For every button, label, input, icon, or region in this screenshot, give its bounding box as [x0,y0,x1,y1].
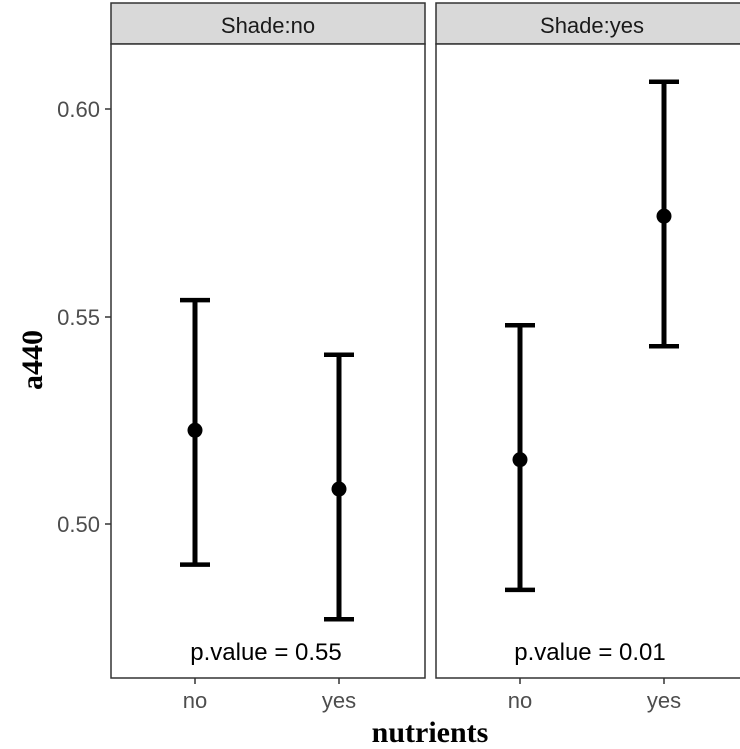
x-tick-label: no [183,688,207,713]
y-tick-label: 0.60 [57,97,100,122]
x-tick-label: no [508,688,532,713]
panel-shade-yes: Shade:yes p.value = 0.01 no yes [435,2,740,713]
panel-shade-no: Shade:no p.value = 0.55 no yes [110,2,426,713]
y-tick-label: 0.50 [57,512,100,537]
panel-frame [435,43,740,679]
strip-label: Shade:no [221,13,315,38]
y-axis-title: a440 [16,330,49,390]
mean-point [187,422,203,438]
strip-background [110,2,426,45]
y-axis: 0.60 0.55 0.50 [57,97,111,537]
marks-panel-1 [505,79,679,593]
mean-point [656,208,672,224]
mean-point [512,452,528,468]
p-value-annotation: p.value = 0.55 [190,639,341,666]
panel-frame [110,43,426,679]
mean-point [331,481,347,497]
x-tick-label: yes [322,688,356,713]
p-value-annotation: p.value = 0.01 [514,639,665,666]
marks-panel-0 [180,297,354,622]
strip-background [435,2,740,45]
strip-label: Shade:yes [540,13,644,38]
x-axis-title: nutrients [372,716,489,749]
y-tick-label: 0.55 [57,305,100,330]
x-tick-label: yes [647,688,681,713]
